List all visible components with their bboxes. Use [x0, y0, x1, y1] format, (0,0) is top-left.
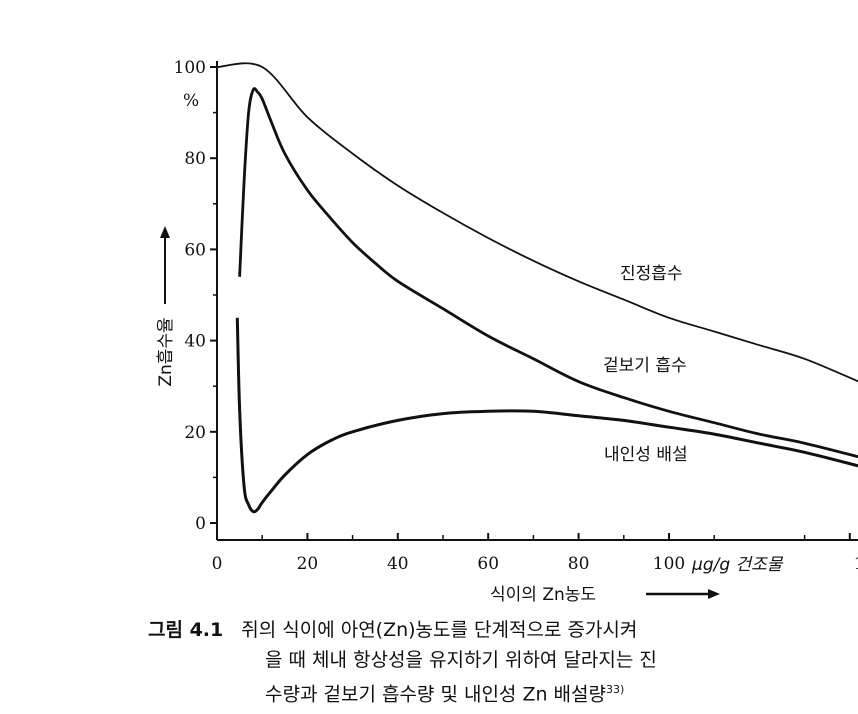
x-axis-title-group: 식이의 Zn농도 — [490, 585, 720, 605]
x-axis-unit: μg/g 건조물 — [691, 555, 784, 575]
apparent-absorption-curve — [238, 87, 858, 459]
series-label-endogenous-excretion: 내인성 배설 — [604, 445, 688, 465]
x-axis-title: 식이의 Zn농도 — [490, 585, 596, 605]
y-axis-arrow-head — [160, 226, 170, 238]
caption-text-3: 수량과 겉보기 흡수량 및 내인성 Zn 배설량 — [265, 683, 606, 706]
figure-caption: 그림 4.1 쥐의 식이에 아연(Zn)농도를 단계적으로 증가시켜 을 때 체내… — [148, 615, 856, 709]
caption-line-2: 을 때 체내 항상성을 유지하기 위하여 달라지는 진 — [148, 645, 856, 675]
caption-line-3: 수량과 겉보기 흡수량 및 내인성 Zn 배설량33) — [148, 675, 856, 709]
y-tick-label: 100 — [174, 58, 206, 78]
x-tick-label: 0 — [212, 554, 223, 574]
y-tick-label: 0 — [195, 514, 206, 534]
y-tick-label: 40 — [184, 332, 206, 352]
axes — [216, 61, 858, 541]
x-tick-label: 100 — [653, 554, 685, 574]
y-axis-ticks: 0 20 40 60 80 100 — [174, 58, 217, 534]
y-tick-label: 80 — [184, 149, 206, 169]
caption-line-1: 그림 4.1 쥐의 식이에 아연(Zn)농도를 단계적으로 증가시켜 — [148, 615, 856, 645]
x-tick-label: 20 — [297, 554, 319, 574]
x-tick-label: 60 — [477, 554, 499, 574]
x-axis-ticks: 0 20 40 60 80 100 140 — [212, 533, 858, 574]
y-tick-label: 60 — [184, 240, 206, 260]
y-axis-unit: % — [183, 91, 199, 111]
x-tick-label: 40 — [387, 554, 409, 574]
caption-text-1: 쥐의 식이에 아연(Zn)농도를 단계적으로 증가시켜 — [241, 619, 638, 641]
x-tick-label: 140 — [854, 554, 858, 574]
endogenous-excretion-curve — [235, 317, 858, 514]
x-axis-arrow-head — [708, 589, 720, 599]
series-label-apparent-absorption: 겉보기 흡수 — [603, 356, 687, 376]
x-tick-label: 80 — [568, 554, 590, 574]
true-absorption-curve — [216, 62, 858, 383]
y-axis-title-group: Zn흡수율 — [156, 226, 176, 387]
caption-text-2: 을 때 체내 항상성을 유지하기 위하여 달라지는 진 — [265, 649, 657, 671]
figure-number: 그림 4.1 — [148, 619, 224, 641]
curves — [216, 62, 858, 514]
y-axis-title: Zn흡수율 — [156, 317, 176, 386]
series-label-true-absorption: 진정흡수 — [620, 264, 683, 284]
caption-reference: 33) — [605, 683, 625, 696]
y-tick-label: 20 — [184, 423, 206, 443]
